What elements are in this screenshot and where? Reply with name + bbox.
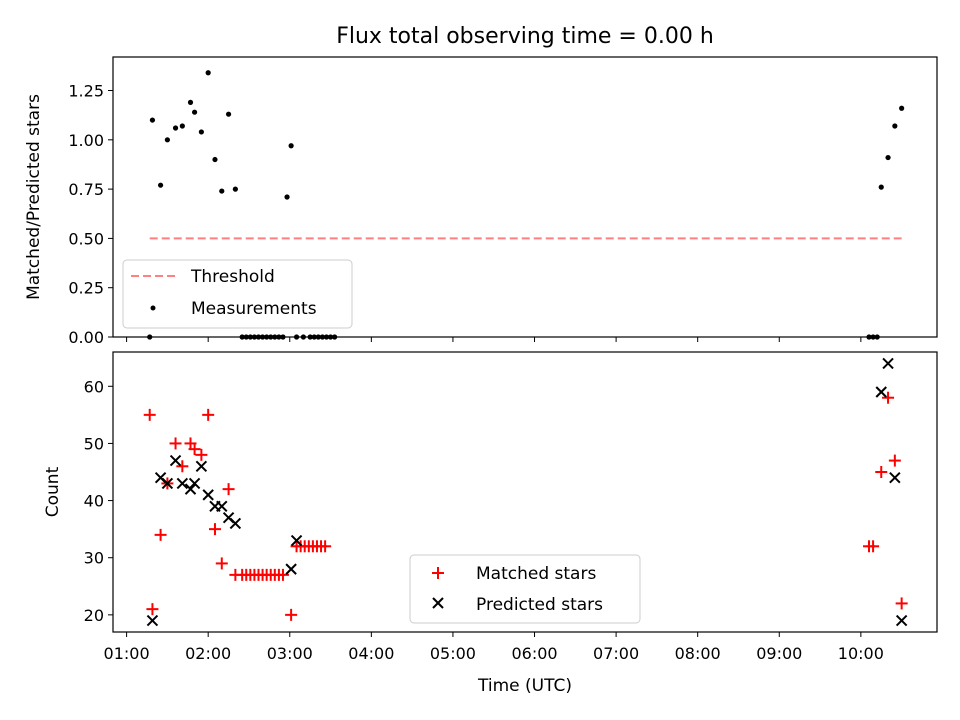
count-axes: 20 30 40 50 60 01:00 02:00 03:00 04:00 05:00 06:00… xyxy=(84,377,884,663)
predicted-stars-point xyxy=(889,472,901,484)
count-y-tick-label: 60 xyxy=(84,377,104,396)
legend-matched-swatch xyxy=(432,567,444,579)
measurements-point xyxy=(892,123,898,129)
legend-threshold-label: Threshold xyxy=(190,267,275,287)
predicted-stars-point xyxy=(895,614,908,627)
count-x-tick-label: 02:00 xyxy=(185,644,231,663)
measurements-point xyxy=(878,184,884,190)
measurements-point xyxy=(205,70,211,76)
measurements-point xyxy=(232,186,238,192)
ratio-legend: Threshold Measurements xyxy=(122,259,353,329)
matched-stars-point xyxy=(195,448,208,461)
ratio-y-axis-label: Matched/Predicted stars xyxy=(24,94,44,300)
legend-measurements-swatch xyxy=(150,305,156,311)
count-x-tick-label: 03:00 xyxy=(267,644,313,663)
measurements-point xyxy=(225,111,232,117)
predicted-stars-point xyxy=(195,460,208,472)
count-x-tick-label: 09:00 xyxy=(756,644,802,663)
matched-stars-point xyxy=(202,408,215,421)
count-x-tick-label: 10:00 xyxy=(838,644,884,663)
ratio-legend-box xyxy=(122,259,353,329)
matched-stars-point xyxy=(888,454,901,467)
ratio-y-tick-label: 0.75 xyxy=(68,180,104,199)
legend-predicted-label: Predicted stars xyxy=(476,595,603,615)
predicted-stars-point xyxy=(229,517,242,530)
count-axes-frame xyxy=(112,351,938,633)
matched-stars-point xyxy=(222,483,235,496)
matched-stars-point xyxy=(882,391,895,404)
ratio-panel: 0.00 0.25 0.50 0.75 1.00 1.25 Matched/Predict… xyxy=(24,56,938,347)
matched-stars-point xyxy=(276,568,289,581)
count-x-tick-label: 05:00 xyxy=(430,644,476,663)
measurements-point xyxy=(149,117,156,123)
predicted-stars-point xyxy=(184,483,197,495)
measurements-point xyxy=(284,194,290,200)
measurements-point xyxy=(885,154,891,161)
predicted-stars-point xyxy=(176,477,189,490)
measurements-point xyxy=(191,109,198,115)
measurements-point xyxy=(179,123,185,129)
matched-stars-point xyxy=(208,523,221,536)
ratio-axes-frame xyxy=(112,56,938,338)
matched-stars-point xyxy=(875,466,888,478)
predicted-stars-point xyxy=(188,477,201,490)
predicted-stars-point xyxy=(290,534,303,547)
ratio-y-tick-label: 1.25 xyxy=(68,82,104,101)
predicted-stars-point xyxy=(882,357,894,370)
matched-stars-point xyxy=(319,540,332,553)
count-legend-box xyxy=(409,554,641,624)
matched-stars-point xyxy=(895,597,908,610)
count-x-tick-label: 01:00 xyxy=(104,644,150,663)
count-marks xyxy=(143,357,908,627)
legend-predicted-swatch xyxy=(432,597,444,609)
predicted-stars-point xyxy=(202,489,214,501)
count-x-tick-label: 04:00 xyxy=(348,644,394,663)
predicted-stars-point xyxy=(169,454,182,467)
measurements-point xyxy=(187,99,194,105)
predicted-stars-point xyxy=(216,500,228,512)
measurements-point xyxy=(164,137,170,143)
ratio-y-tick-label: 0.25 xyxy=(68,279,104,298)
count-y-tick-label: 20 xyxy=(84,606,104,625)
count-panel: 20 30 40 50 60 01:00 02:00 03:00 04:00 05:00 06:00… xyxy=(43,351,938,696)
measurements-point xyxy=(172,125,179,131)
legend-matched-label: Matched stars xyxy=(476,564,596,584)
count-y-axis-label: Count xyxy=(43,466,63,517)
ratio-axes: 0.00 0.25 0.50 0.75 1.00 1.25 xyxy=(68,82,862,347)
matched-stars-point xyxy=(154,528,167,541)
predicted-stars-point xyxy=(285,563,297,575)
matched-stars-point xyxy=(146,603,159,616)
predicted-stars-point xyxy=(161,477,174,490)
ratio-y-tick-label: 1.00 xyxy=(68,131,104,150)
count-x-tick-label: 07:00 xyxy=(593,644,639,663)
matched-stars-point xyxy=(176,460,189,473)
measurements-point xyxy=(288,143,294,149)
count-x-axis-label: Time (UTC) xyxy=(477,676,572,696)
matched-stars-point xyxy=(215,557,228,570)
measurements-point xyxy=(157,182,164,188)
measurements-point xyxy=(899,105,905,111)
matched-stars-point xyxy=(169,437,182,450)
count-y-tick-label: 30 xyxy=(84,549,104,568)
predicted-stars-point xyxy=(875,386,887,398)
matched-stars-point xyxy=(285,608,298,621)
ratio-y-tick-label: 0.00 xyxy=(68,328,104,347)
chart-title: Flux total observing time = 0.00 h xyxy=(336,24,714,49)
count-y-tick-label: 40 xyxy=(84,492,104,511)
measurements-point xyxy=(212,156,218,163)
ratio-y-tick-label: 0.50 xyxy=(68,229,104,248)
count-x-tick-label: 06:00 xyxy=(511,644,557,663)
measurements-point xyxy=(219,188,225,194)
count-legend: Matched stars Predicted stars xyxy=(409,554,641,624)
predicted-stars-point xyxy=(146,614,159,627)
matched-stars-point xyxy=(143,408,156,421)
legend-measurements-label: Measurements xyxy=(191,299,317,319)
matched-stars-point xyxy=(188,443,201,456)
count-y-tick-label: 50 xyxy=(84,434,104,453)
matched-stars-point xyxy=(867,540,880,553)
measurements-point xyxy=(198,129,204,135)
count-x-tick-label: 08:00 xyxy=(675,644,721,663)
